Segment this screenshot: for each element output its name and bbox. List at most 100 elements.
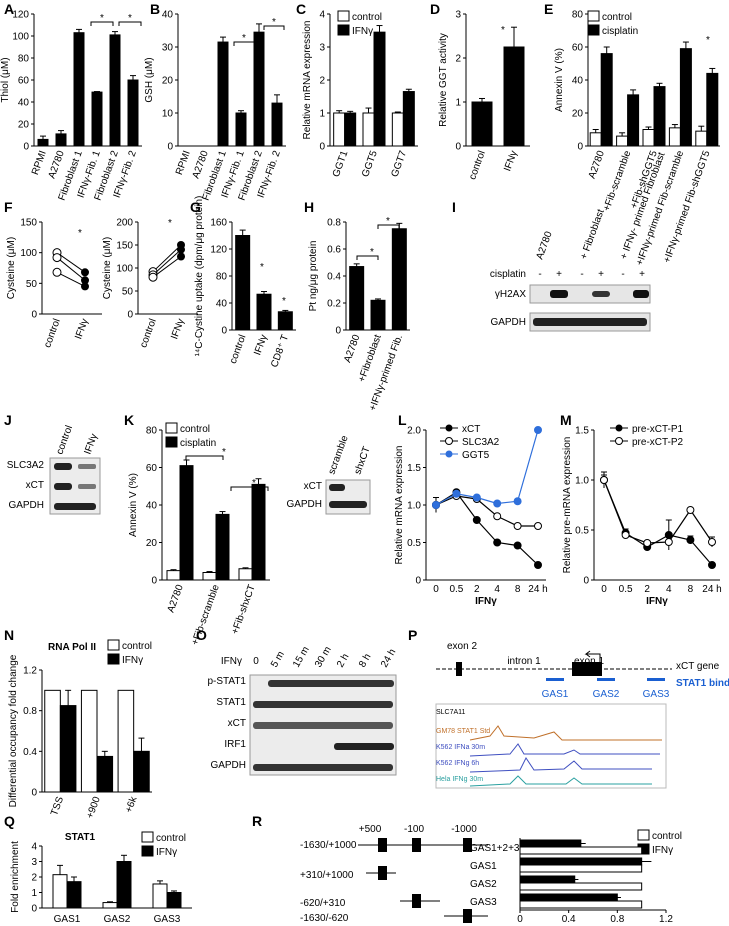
r-construct-3: -620/+310: [300, 898, 346, 909]
blot-k-col-scramble: scramble: [326, 434, 350, 476]
q-xcat-2: GAS3: [154, 914, 181, 925]
panel-letter-p: P: [408, 627, 417, 643]
a-bar-2-0: [73, 32, 85, 147]
e-bar-3-1: [679, 48, 692, 147]
blot-o-row-stat1: STAT1: [216, 697, 246, 708]
b-sig-bracket-1: [233, 41, 255, 46]
d-bar-1-0: [503, 46, 525, 147]
e-bar-2-0: [642, 129, 655, 147]
l-point-2-3: [493, 499, 502, 508]
m-point-1-0: [600, 476, 608, 484]
r-cat-2: GAS2: [470, 879, 497, 890]
blot-i-sign-1: -: [538, 269, 541, 280]
track-label-4: K562 IFNg 6h: [436, 760, 479, 767]
a-ytick-label-3: 60: [18, 76, 30, 87]
q-bar-2-0: [152, 883, 168, 909]
f1-ytick-label-3: 150: [116, 241, 133, 252]
a-bar-5-0: [127, 79, 139, 147]
e-ytick-label-1: 20: [572, 109, 584, 120]
d-xcat-1: IFNγ: [502, 149, 520, 173]
f0-point-ifng-0: [81, 268, 89, 277]
k-sig-bracket-1: [185, 455, 224, 460]
panel-letter-d: D: [430, 1, 440, 17]
k-sig-bracket-2: [230, 486, 269, 491]
f1-ytick-label-0: 0: [127, 310, 133, 321]
r-bar-3-0: [519, 900, 643, 909]
c-ytick-label-1: 1: [319, 109, 325, 120]
q-bar-1-0: [102, 902, 118, 909]
r-xtick-label-1: 0.4: [562, 914, 576, 925]
q-ytick-label-3: 3: [31, 857, 37, 868]
q-ytick-label-2: 2: [31, 873, 37, 884]
blot-o-time-6: 8 h: [357, 652, 373, 670]
g-bar-1-0: [256, 293, 272, 331]
f0-xcat-1: IFNγ: [73, 317, 91, 341]
a-ytick-label-6: 120: [12, 10, 29, 21]
q-ytick-label-0: 0: [31, 904, 37, 915]
blot-o-labels: IFNγ 0 5 m 15 m 30 m 2 h 8 h 24 h p-STAT…: [207, 645, 398, 771]
legend-m: pre-xCT-P1 pre-xCT-P2: [610, 424, 684, 448]
g-ytick-label-1: 40: [216, 299, 228, 310]
gene-exon1-label: exon 1: [574, 656, 604, 667]
d-xcat-0: control: [467, 149, 488, 181]
m-xtick-label-0: 0: [601, 584, 607, 595]
legend-l: xCT SLC3A2 GGT5: [440, 424, 500, 461]
blot-j-row-xct: xCT: [26, 480, 44, 491]
blot-o-row-irf1: IRF1: [224, 739, 246, 750]
l-xtick-label-2: 2: [474, 584, 480, 595]
b-ylabel: GSH (μM): [144, 57, 155, 102]
f0-pair-line-2: [56, 271, 86, 287]
m-ytick-label-1: 0.5: [575, 526, 589, 537]
e-bar-4-0: [695, 130, 708, 147]
blot-o-time-5: 2 h: [335, 652, 351, 670]
l-xtick-label-0: 0: [433, 584, 439, 595]
f1-ylabel: Cysteine (μM): [102, 237, 113, 299]
c-ytick-label-4: 4: [319, 10, 325, 21]
h-ytick-label-2: 0.4: [327, 272, 341, 283]
r-xtick-label-3: 1.2: [659, 914, 673, 925]
l-xlabel: IFNγ: [475, 596, 497, 607]
q-bar-2-1: [166, 892, 182, 909]
blot-k-col-shxct: shxCT: [352, 445, 372, 476]
l-line-0: [435, 491, 539, 566]
a-xcat-0: RPMI: [30, 149, 49, 176]
q-bar-0-0: [52, 874, 68, 909]
r-pos-3: -1000: [451, 824, 477, 835]
legend-e-cisplatin: cisplatin: [602, 26, 638, 37]
m-point-1-2: [643, 539, 652, 547]
b-bar-4-0: [253, 31, 265, 147]
l-xtick-label-4: 8: [515, 584, 521, 595]
c-xcat-0: GGT1: [331, 149, 351, 179]
q-xcat-1: GAS2: [104, 914, 131, 925]
a-ytick-label-5: 100: [12, 32, 29, 43]
f0-ytick-label-2: 100: [20, 248, 37, 259]
sig-k1: *: [222, 447, 226, 458]
g-ylabel: ¹⁴C-Cystine uptake (dpm/μg protein): [194, 196, 205, 357]
f0-ylabel: Cysteine (μM): [6, 237, 17, 299]
q-ytick-label-4: 4: [31, 842, 37, 853]
b-ytick-label-2: 20: [162, 76, 174, 87]
legend-c-control: control: [352, 12, 382, 23]
l-point-2-1: [452, 489, 461, 498]
r-pos-2: -100: [404, 824, 424, 835]
f0-pair-line-0: [56, 252, 86, 273]
blot-k-row-gapdh: GAPDH: [286, 499, 322, 510]
sig-f2: *: [168, 218, 172, 229]
n-xcat-0: TSS: [49, 795, 66, 817]
e-bar-1-0: [616, 135, 629, 147]
m-ytick-label-3: 1.5: [575, 426, 589, 437]
panel-letter-n: N: [4, 627, 14, 643]
sig-b1: *: [242, 33, 246, 44]
n-bar-1-0: [80, 689, 98, 793]
c-ytick-label-3: 3: [319, 43, 325, 54]
h-ytick-label-3: 0.6: [327, 245, 341, 256]
m-xlabel: IFNγ: [646, 596, 668, 607]
track-label-1: SLC7A11: [436, 709, 466, 716]
a-ytick-label-2: 40: [18, 98, 30, 109]
chart-title-q: STAT1: [65, 832, 96, 843]
m-xtick-label-5: 24 h: [702, 584, 721, 595]
r-construct-1: -1630/+1000: [300, 840, 357, 851]
d-ytick-label-0: 0: [455, 142, 461, 153]
panel-letter-c: C: [296, 1, 306, 17]
